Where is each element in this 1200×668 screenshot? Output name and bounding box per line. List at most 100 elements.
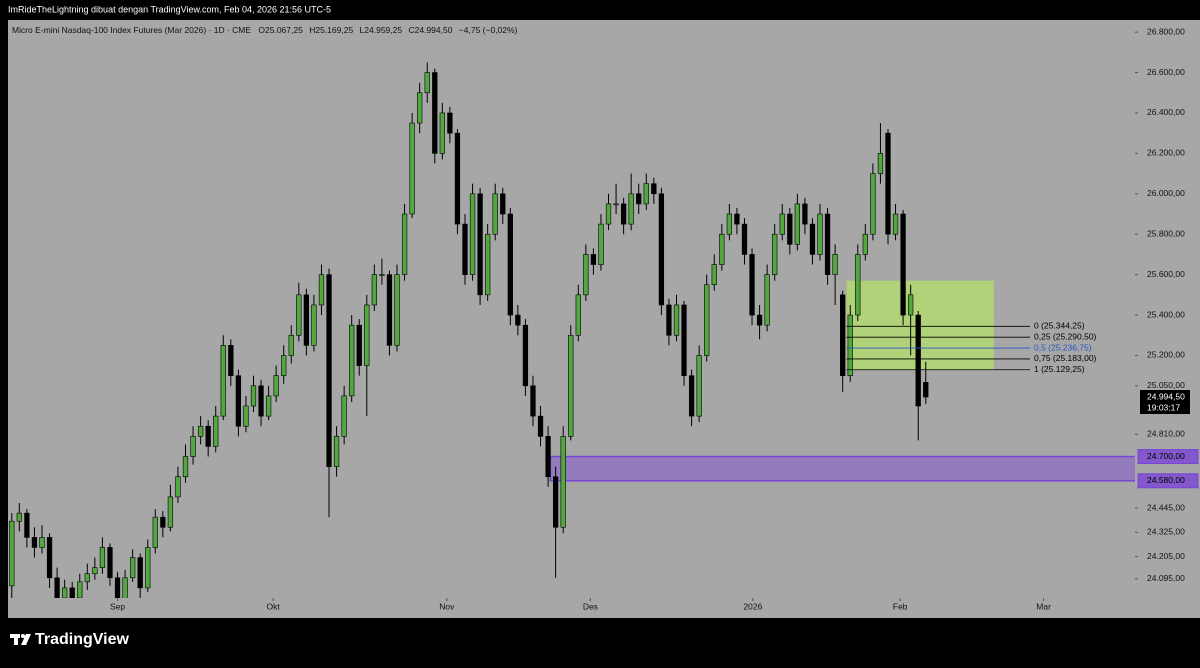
candle-body (530, 385, 536, 417)
candle-body (522, 324, 529, 387)
x-tick-label: 2026 (743, 601, 762, 611)
legend: Micro E-mini Nasdaq-100 Index Futures (M… (12, 25, 518, 35)
candle-body (696, 355, 702, 417)
candle-body (809, 223, 816, 255)
y-tick-label: 26.400,00 (1147, 107, 1185, 117)
candle-body (658, 193, 665, 306)
candle-body (847, 314, 853, 376)
x-tick-label: Sep (110, 601, 125, 611)
candle-body (568, 334, 574, 437)
candle-body (590, 254, 597, 265)
last-price-label: 24.994,50 (1147, 391, 1185, 401)
brand-logo: TradingView (10, 631, 130, 648)
candle-body (326, 274, 332, 467)
candle-body (220, 345, 226, 417)
candle-body (779, 213, 785, 235)
candle-body (545, 436, 551, 478)
candle-body (855, 254, 861, 316)
candle-body (167, 496, 174, 528)
candle-body (122, 577, 128, 598)
candle-body (182, 456, 189, 478)
logo-dot (21, 634, 25, 638)
candle-body (688, 375, 695, 417)
candle-body (832, 254, 838, 275)
candle-body (915, 314, 921, 407)
candle-body (349, 324, 355, 397)
candle-body (908, 294, 914, 316)
fib-label: 1 (25.129,25) (1034, 364, 1085, 374)
candle-body (469, 193, 476, 275)
candle-body (756, 314, 763, 326)
y-tick-label: 25.050,00 (1147, 380, 1185, 390)
legend-high: H25.169,25 (309, 25, 353, 35)
axes: 26.800,00 26.600,00 26.400,00 26.200,00 26.0… (110, 26, 1199, 611)
candle-body (432, 72, 438, 154)
candle-body (741, 223, 748, 255)
y-tick-label: 25.400,00 (1147, 309, 1185, 319)
candle-body (439, 112, 445, 154)
header: ImRideTheLightning dibuat dengan Trading… (8, 4, 331, 14)
candle-body (137, 557, 143, 589)
candle-body (794, 203, 800, 245)
logo-slash (21, 634, 31, 645)
candle-body (870, 173, 876, 235)
last-price-tag (1140, 390, 1190, 415)
candle-body (485, 233, 491, 296)
candle-body (107, 547, 113, 579)
candle-body (605, 203, 612, 225)
candle-body (197, 425, 204, 437)
candle-body (500, 193, 506, 215)
candle-body (817, 213, 823, 255)
candle-body (417, 92, 423, 124)
candle-body (273, 375, 279, 397)
legend-symbol: Micro E-mini Nasdaq-100 Index Futures (M… (12, 25, 251, 35)
candle-body (250, 385, 257, 407)
candle-body (303, 294, 310, 346)
candle-body (492, 193, 498, 235)
fib-label: 0 (25.344,25) (1034, 321, 1085, 331)
legend-low: L24.959,25 (360, 25, 403, 35)
candle-body (356, 324, 362, 366)
candle-body (129, 557, 136, 579)
candle-body (900, 213, 906, 316)
x-tick-label: Des (583, 601, 598, 611)
candle-body (364, 304, 370, 366)
candle-body (628, 193, 634, 225)
candle-body (341, 395, 347, 437)
candle-body (802, 203, 808, 225)
candle-body (877, 153, 884, 174)
candle-body (46, 537, 53, 579)
candle-body (401, 213, 408, 275)
candle-body (560, 436, 566, 528)
candle-body (265, 395, 272, 417)
candle-body (613, 203, 619, 206)
candle-body (296, 294, 302, 336)
candle-body (515, 314, 521, 326)
candle-body (666, 304, 672, 336)
candle-body (16, 512, 22, 522)
candle-body (681, 304, 687, 376)
candle-body (840, 294, 846, 376)
candle-body (719, 233, 725, 265)
x-tick-label: Feb (893, 601, 908, 611)
candle-body (24, 512, 30, 538)
candle-body (477, 193, 483, 296)
candle-body (386, 274, 393, 346)
legend-open: O25.067,25 (258, 25, 303, 35)
y-tick-label: 26.200,00 (1147, 148, 1185, 158)
y-tick-label: 25.600,00 (1147, 269, 1185, 279)
candle-body (772, 233, 778, 275)
candle-body (764, 274, 770, 326)
candle-body (152, 516, 158, 548)
chart-pane (8, 20, 1200, 618)
candle-body (620, 203, 627, 225)
candle-body (69, 587, 75, 598)
candle-body (371, 274, 377, 306)
candle-body (77, 581, 83, 598)
y-tick-label: 24.095,00 (1147, 573, 1185, 583)
brand-name: TradingView (35, 631, 130, 648)
candle-body (114, 577, 121, 598)
candle-body (462, 223, 468, 275)
candle-body (39, 537, 45, 548)
candle-body (145, 547, 151, 589)
